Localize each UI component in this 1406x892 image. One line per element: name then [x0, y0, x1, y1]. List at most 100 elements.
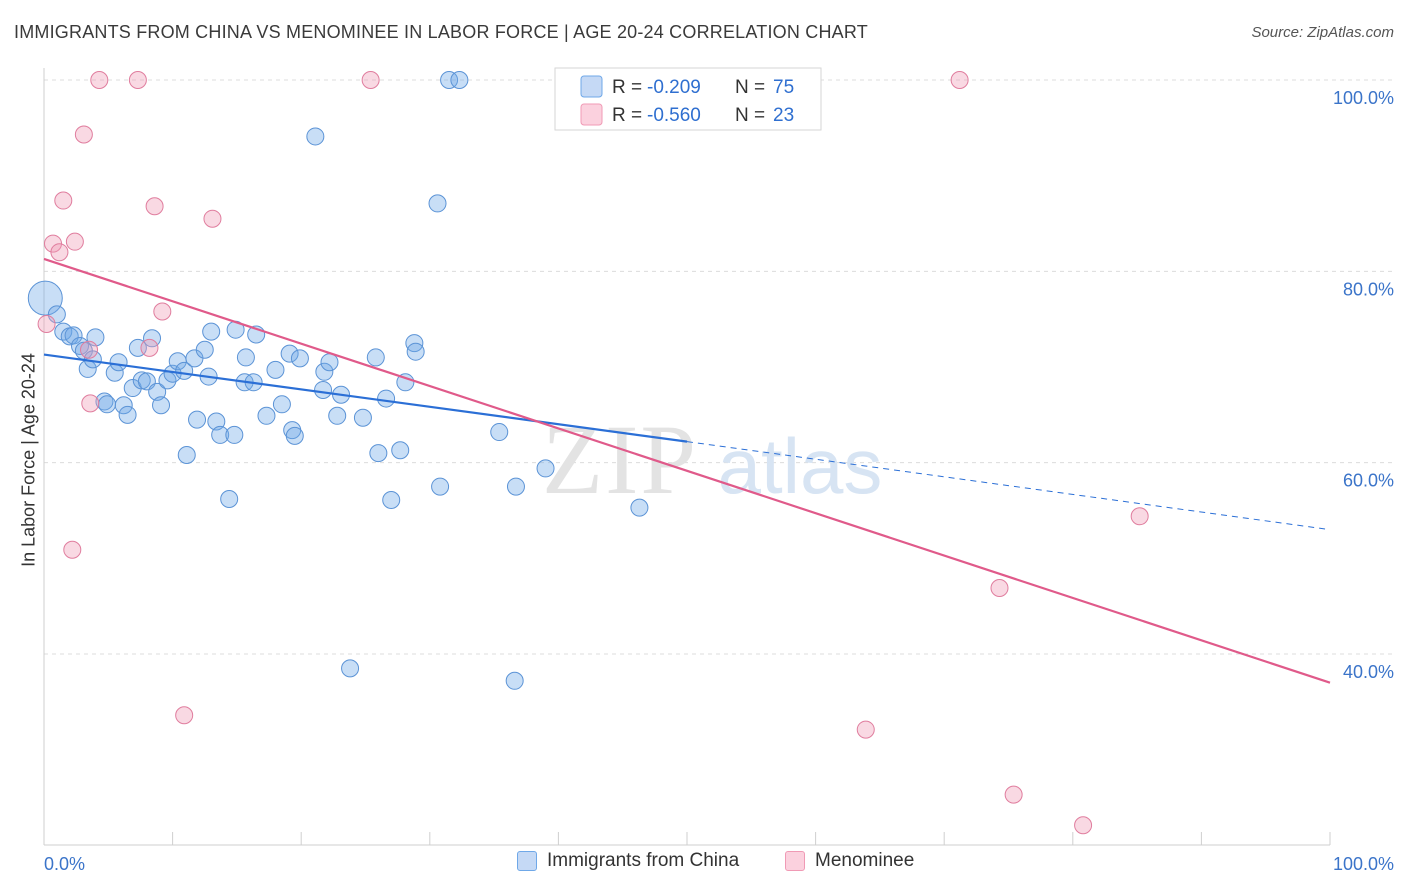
chart-title: IMMIGRANTS FROM CHINA VS MENOMINEE IN LA…	[14, 22, 868, 42]
data-point-menominee	[74, 125, 93, 144]
legend-n-value: 75	[773, 77, 794, 98]
data-point-menominee	[90, 71, 109, 89]
data-point-china	[366, 348, 385, 367]
data-point-china	[211, 425, 230, 444]
data-point-menominee	[50, 243, 69, 262]
data-point-china	[114, 396, 133, 415]
data-point-china	[118, 405, 137, 424]
y-tick-label: 40.0%	[1343, 662, 1394, 682]
data-point-china	[450, 71, 469, 89]
data-point-china	[377, 389, 396, 408]
data-point-menominee	[175, 706, 194, 725]
legend-r-label: R =	[612, 105, 642, 126]
data-point-menominee	[54, 191, 73, 210]
data-point-menominee	[1004, 785, 1023, 804]
trend-line-china-extension	[686, 441, 1331, 531]
data-point-china	[506, 477, 525, 496]
legend-label-menominee: Menominee	[815, 850, 915, 871]
y-tick-label: 100.0%	[1333, 88, 1394, 108]
data-point-china	[490, 423, 509, 442]
data-point-china	[440, 71, 459, 89]
data-point-china	[220, 490, 239, 509]
data-point-china	[109, 353, 128, 372]
data-point-china	[225, 425, 244, 444]
y-tick-label: 60.0%	[1343, 471, 1394, 491]
data-point-menominee	[1130, 507, 1149, 526]
data-point-china	[314, 380, 333, 399]
data-point-menominee	[856, 720, 875, 739]
legend-swatch	[580, 103, 603, 126]
legend-label-china: Immigrants from China	[547, 850, 740, 871]
data-point-china	[132, 371, 151, 390]
data-point-china	[391, 441, 410, 460]
data-point-china	[285, 426, 304, 445]
data-point-menominee	[153, 302, 172, 321]
data-point-china	[431, 477, 450, 496]
data-point-china	[195, 340, 214, 359]
watermark-zip: ZIP	[542, 404, 698, 515]
data-point-china	[406, 342, 425, 361]
chart-source: Source: ZipAtlas.com	[1251, 24, 1394, 41]
data-point-china	[148, 382, 167, 401]
data-point-menominee	[361, 71, 380, 89]
y-axis-title: In Labor Force | Age 20-24	[18, 353, 39, 567]
data-point-china	[236, 348, 255, 367]
data-point-menominee	[145, 197, 164, 216]
series-menominee-points	[37, 71, 1149, 835]
legend-item-china[interactable]: Immigrants from China	[517, 850, 739, 872]
data-point-china	[315, 362, 334, 381]
data-point-china	[280, 344, 299, 363]
legend-item-menominee[interactable]: Menominee	[785, 850, 914, 872]
data-point-china	[152, 396, 171, 415]
data-point-menominee	[990, 578, 1009, 597]
data-point-china	[428, 194, 447, 213]
bottom-legend: Immigrants from China Menominee	[0, 850, 1406, 880]
correlation-legend: R = -0.209 N = 75 R = -0.560 N = 23	[554, 67, 822, 131]
data-point-china	[382, 490, 401, 509]
data-point-china	[207, 412, 226, 431]
data-point-china	[320, 353, 339, 372]
x-tick-label-max: 100.0%	[1333, 854, 1394, 874]
legend-r-value: -0.560	[647, 105, 701, 126]
legend-n-label: N =	[735, 105, 765, 126]
data-point-china	[306, 127, 325, 146]
data-point-china	[98, 395, 117, 414]
data-point-china	[341, 659, 360, 678]
data-point-china	[630, 498, 649, 517]
data-point-china	[257, 406, 276, 425]
data-point-china	[369, 444, 388, 463]
data-point-menominee	[950, 71, 969, 89]
data-point-china	[536, 459, 555, 478]
series-china-points	[27, 71, 649, 690]
data-point-menominee	[140, 338, 159, 357]
data-point-china	[353, 408, 372, 427]
data-point-china	[328, 406, 347, 425]
data-point-china	[64, 326, 83, 345]
legend-n-value: 23	[773, 105, 794, 126]
legend-swatch	[580, 75, 603, 98]
data-point-china	[272, 395, 291, 414]
data-point-china	[188, 410, 207, 429]
x-tick-label-min: 0.0%	[44, 854, 85, 874]
data-point-china	[505, 671, 524, 690]
data-point-china	[290, 349, 309, 368]
legend-n-label: N =	[735, 77, 765, 98]
trend-line-menominee	[43, 257, 1331, 684]
data-point-menominee	[81, 394, 100, 413]
data-point-china	[202, 322, 221, 341]
data-point-menominee	[203, 209, 222, 228]
data-point-menominee	[80, 340, 99, 359]
data-point-menominee	[1074, 816, 1093, 835]
legend-swatch-menominee	[785, 851, 805, 871]
data-point-china	[266, 360, 285, 379]
data-point-menominee	[128, 71, 147, 89]
data-point-menominee	[37, 314, 56, 333]
data-point-menominee	[63, 540, 82, 559]
legend-r-value: -0.209	[647, 77, 701, 98]
data-point-menominee	[65, 232, 84, 251]
y-tick-label: 80.0%	[1343, 279, 1394, 299]
data-point-china	[95, 392, 114, 411]
data-point-china	[396, 373, 415, 392]
data-point-china	[177, 446, 196, 465]
